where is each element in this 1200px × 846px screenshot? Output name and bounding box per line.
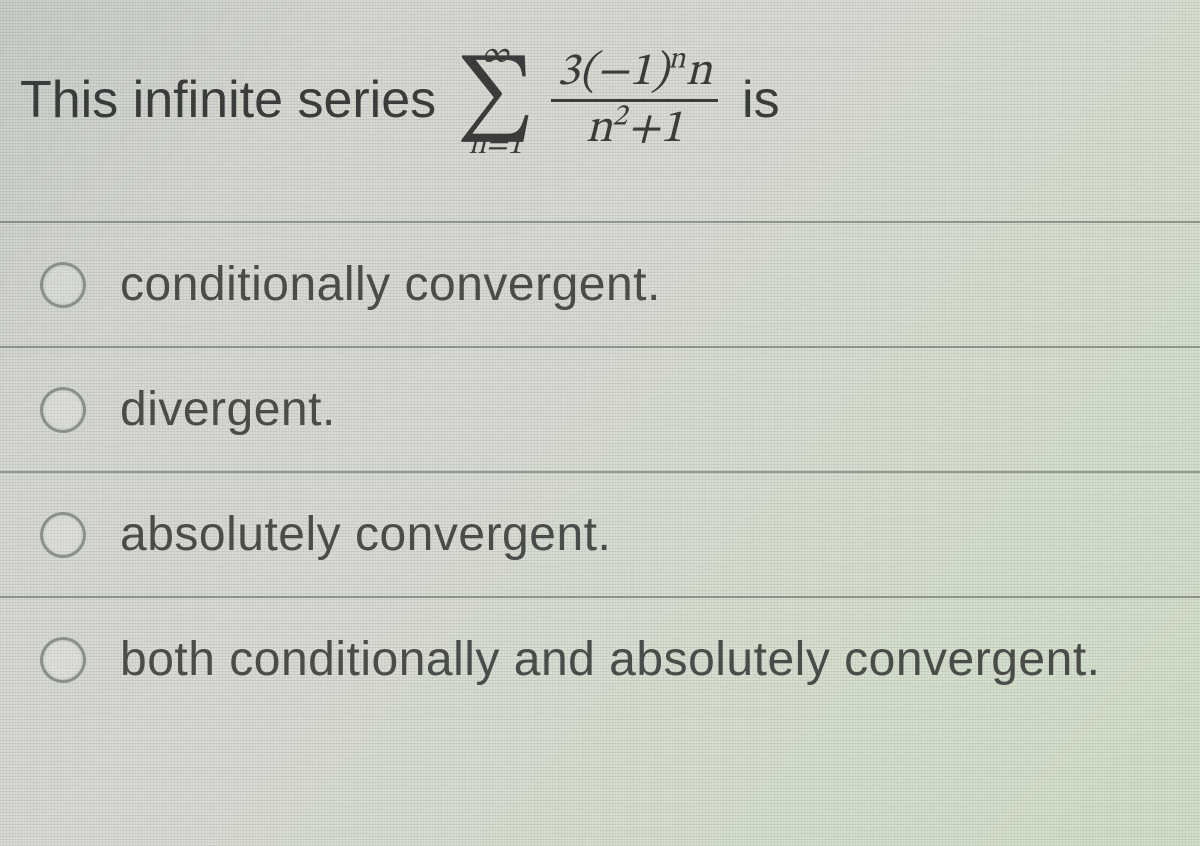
sigma-lower: n=1 (469, 131, 523, 161)
series-expression: ∞ ∑ n=1 3(−1)nn n2+1 (450, 40, 728, 161)
sigma-block: ∞ ∑ n=1 (456, 40, 535, 161)
option-conditionally-convergent[interactable]: conditionally convergent. (0, 223, 1200, 348)
fraction-denominator: n2+1 (580, 102, 689, 152)
stem-suffix: is (742, 69, 780, 131)
option-both-convergent[interactable]: both conditionally and absolutely conver… (0, 598, 1200, 721)
option-label: absolutely convergent. (120, 507, 611, 562)
sigma-symbol: ∑ (456, 66, 535, 133)
radio-icon[interactable] (40, 637, 86, 683)
fraction-numerator: 3(−1)nn (551, 49, 718, 102)
radio-icon[interactable] (40, 512, 86, 558)
radio-icon[interactable] (40, 262, 86, 308)
stem-prefix: This infinite series (20, 69, 436, 131)
radio-icon[interactable] (40, 387, 86, 433)
fraction: 3(−1)nn n2+1 (551, 49, 718, 152)
option-absolutely-convergent[interactable]: absolutely convergent. (0, 473, 1200, 598)
options-list: conditionally convergent. divergent. abs… (0, 221, 1200, 721)
option-label: both conditionally and absolutely conver… (120, 632, 1100, 687)
option-divergent[interactable]: divergent. (0, 348, 1200, 473)
question-stem: This infinite series ∞ ∑ n=1 3(−1)nn n2+… (0, 0, 1200, 221)
option-label: conditionally convergent. (120, 257, 661, 312)
option-label: divergent. (120, 382, 336, 437)
